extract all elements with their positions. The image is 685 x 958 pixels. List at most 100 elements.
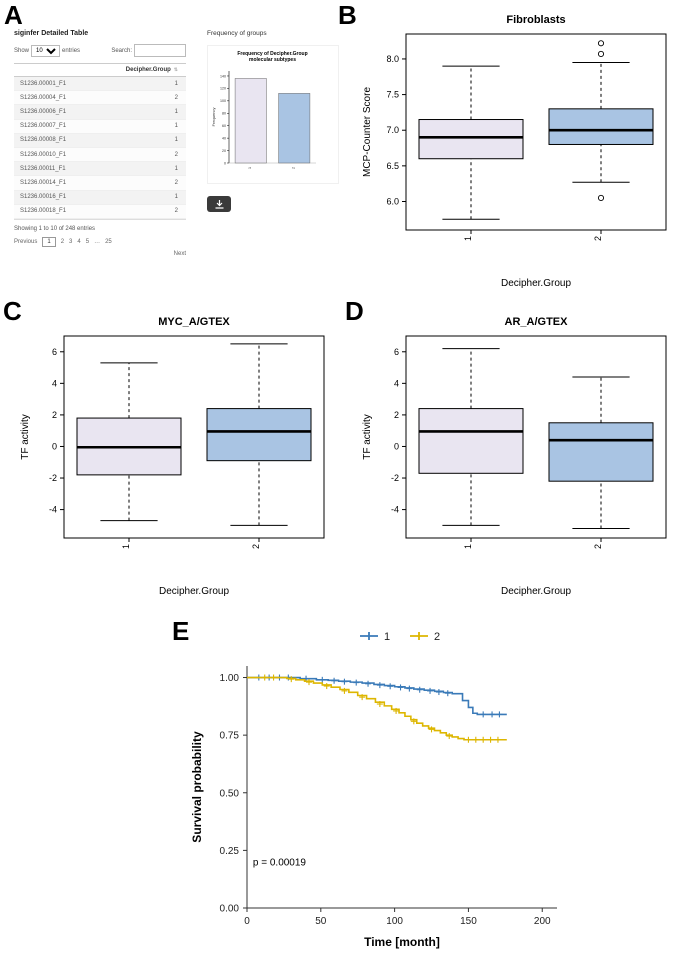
pagination-ellipsis: …	[94, 238, 101, 245]
svg-text:80: 80	[222, 112, 226, 116]
previous-button[interactable]: Previous	[14, 238, 38, 245]
show-label: Show	[14, 47, 30, 54]
svg-text:8.0: 8.0	[386, 54, 399, 64]
svg-text:1: 1	[248, 167, 252, 169]
svg-text:Decipher.Group: Decipher.Group	[501, 278, 571, 289]
svg-text:Time [month]: Time [month]	[364, 935, 440, 949]
sample-id: S1236.00008_F1	[20, 137, 67, 144]
svg-text:-4: -4	[49, 505, 57, 515]
svg-text:6: 6	[52, 347, 57, 357]
page-size-select[interactable]: 10	[31, 44, 61, 57]
search-input[interactable]	[134, 44, 186, 57]
sample-id: S1236.00011_F1	[20, 165, 66, 172]
sample-id: S1236.00014_F1	[20, 179, 67, 186]
table-row: S1236.00004_F1 2	[14, 91, 186, 106]
frequency-header: Frequency of groups	[207, 30, 267, 37]
sort-icon: ⇅	[173, 67, 178, 73]
next-button[interactable]: Next	[173, 250, 186, 257]
sample-id: S1236.00010_F1	[20, 151, 67, 158]
svg-text:0.75: 0.75	[220, 731, 240, 742]
sample-id: S1236.00007_F1	[20, 123, 67, 130]
svg-text:2: 2	[593, 236, 603, 241]
svg-text:MYC_A/GTEX: MYC_A/GTEX	[158, 316, 230, 328]
table-row: S1236.00007_F1 1	[14, 119, 186, 134]
svg-text:AR_A/GTEX: AR_A/GTEX	[505, 316, 569, 328]
svg-text:TF activity: TF activity	[362, 414, 373, 460]
svg-text:Decipher.Group: Decipher.Group	[501, 586, 571, 597]
group-value: 1	[174, 108, 178, 115]
svg-text:100: 100	[220, 99, 226, 103]
panel-label-c: C	[3, 296, 22, 326]
page-button-25[interactable]: 25	[105, 238, 112, 245]
svg-text:0: 0	[244, 916, 250, 927]
svg-text:7.0: 7.0	[386, 125, 399, 135]
svg-text:20: 20	[222, 149, 226, 153]
frequency-chart-wrap: Frequency of Decipher.Group molecular sub…	[207, 45, 339, 184]
svg-text:50: 50	[315, 916, 327, 927]
table-row: S1236.00014_F1 2	[14, 176, 186, 191]
svg-text:-2: -2	[391, 473, 399, 483]
download-button[interactable]	[207, 196, 231, 212]
svg-text:2: 2	[394, 410, 399, 420]
group-value: 2	[174, 179, 178, 186]
table-row: S1236.00008_F1 1	[14, 133, 186, 148]
svg-text:0: 0	[224, 161, 226, 165]
table-controls: Show 10 entries Search:	[14, 44, 186, 57]
column-header-label: Decipher.Group	[125, 67, 171, 73]
sample-id: S1236.00004_F1	[20, 94, 67, 101]
column-header-decipher-group[interactable]: Decipher.Group ⇅	[14, 63, 186, 77]
svg-text:-2: -2	[49, 473, 57, 483]
svg-text:2: 2	[291, 167, 295, 169]
svg-text:Decipher.Group: Decipher.Group	[159, 586, 229, 597]
svg-text:1: 1	[463, 236, 473, 241]
panel-label-b: B	[338, 0, 357, 30]
svg-text:200: 200	[534, 916, 551, 927]
page-button-2[interactable]: 2	[60, 238, 65, 245]
group-value: 2	[174, 151, 178, 158]
table-row: S1236.00006_F1 1	[14, 105, 186, 120]
svg-text:2: 2	[52, 410, 57, 420]
svg-text:7.5: 7.5	[386, 90, 399, 100]
pagination: Previous 1 2 3 4 5 … 25	[14, 236, 186, 247]
detailed-table-card: siginfer Detailed Table Show 10 entries …	[14, 30, 186, 257]
group-value: 1	[174, 123, 178, 130]
page-button-3[interactable]: 3	[69, 238, 73, 245]
svg-text:6.0: 6.0	[386, 196, 399, 206]
svg-text:0: 0	[394, 441, 399, 451]
svg-text:0: 0	[52, 441, 57, 451]
svg-text:MCP-Counter Score: MCP-Counter Score	[362, 87, 373, 177]
search-label: Search:	[111, 47, 132, 54]
km-survival-plot: 0.00 0.25 0.50 0.75 1.00 0 50 100 150 200 Survival…	[190, 631, 557, 949]
svg-text:1.00: 1.00	[220, 673, 240, 684]
page-button-1[interactable]: 1	[42, 236, 56, 247]
svg-text:0.25: 0.25	[220, 846, 240, 857]
svg-text:Fibroblasts: Fibroblasts	[506, 14, 565, 26]
page-button-4[interactable]: 4	[77, 238, 81, 245]
svg-text:TF activity: TF activity	[20, 414, 31, 460]
svg-text:140: 140	[220, 74, 226, 78]
svg-text:0.00: 0.00	[220, 904, 240, 915]
svg-text:1: 1	[463, 544, 473, 549]
sample-id: S1236.00016_F1	[20, 194, 67, 201]
entries-label: entries	[62, 47, 81, 54]
svg-text:6: 6	[394, 347, 399, 357]
svg-text:60: 60	[222, 124, 226, 128]
sample-id: S1236.00006_F1	[20, 108, 67, 115]
svg-text:2: 2	[251, 544, 261, 549]
svg-text:-4: -4	[391, 505, 399, 515]
svg-text:6.5: 6.5	[386, 161, 399, 171]
table-row: S1236.00016_F1 1	[14, 190, 186, 205]
panel-label-e: E	[172, 616, 190, 646]
group-value: 1	[174, 194, 178, 201]
boxplot-fibroblasts: Fibroblasts 6.0 6.5 7.0 7.5 8.0 MCP-Counter Sc…	[362, 14, 667, 289]
panel-label-d: D	[345, 296, 364, 326]
svg-text:p = 0.00019: p = 0.00019	[253, 857, 307, 868]
boxplot-ar-a-gtex: AR_A/GTEX -4 -2 0 2 4 6 TF activity 1 2 Decipher.G…	[362, 316, 667, 597]
svg-text:1: 1	[121, 544, 131, 549]
group-value: 1	[174, 80, 178, 87]
svg-text:120: 120	[220, 87, 226, 91]
page-button-5[interactable]: 5	[85, 238, 90, 245]
bar-chart-frequency: Frequency of Decipher.Group molecular sub…	[211, 51, 316, 169]
svg-text:4: 4	[52, 378, 57, 388]
